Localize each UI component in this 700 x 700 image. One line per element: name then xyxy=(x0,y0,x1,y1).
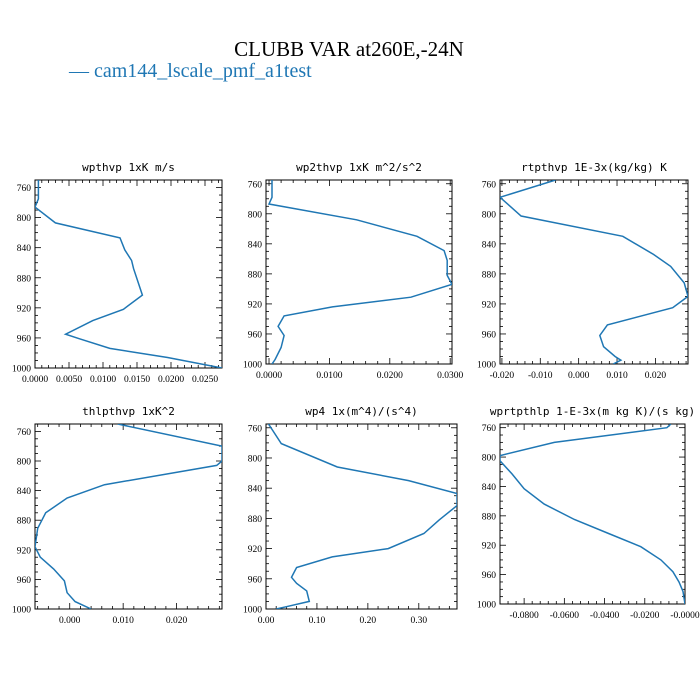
x-tick-label: -0.020 xyxy=(490,371,515,381)
x-tick-label: 0.10 xyxy=(309,616,326,626)
y-tick-label: 760 xyxy=(17,184,32,194)
y-tick-label: 880 xyxy=(482,270,497,280)
series-line xyxy=(500,424,685,604)
x-tick-label: 0.0000 xyxy=(22,375,48,385)
y-tick-label: 920 xyxy=(482,300,497,310)
y-tick-label: 920 xyxy=(248,545,263,555)
legend: — cam144_lscale_pmf_a1test xyxy=(68,60,312,82)
x-tick-label: 0.000 xyxy=(59,616,81,626)
x-tick-label: 0.020 xyxy=(166,616,188,626)
chart-panel: wpthvp 1xK m/s76080084088092096010000.00… xyxy=(12,161,223,385)
plot-frame xyxy=(34,423,223,610)
y-tick-label: 960 xyxy=(248,575,263,585)
y-tick-label: 800 xyxy=(17,458,32,468)
panel-title: wp2thvp 1xK m^2/s^2 xyxy=(296,161,422,174)
x-tick-label: 0.000 xyxy=(568,371,590,381)
x-tick-label: 0.00 xyxy=(258,616,275,626)
x-tick-label: -0.0800 xyxy=(509,611,539,621)
x-tick-label: 0.010 xyxy=(112,616,134,626)
chart-panel: wprtpthlp 1-E-3x(m kg K)/(s kg) 760 800 840… xyxy=(477,405,700,621)
x-tick-label: 0.0100 xyxy=(90,375,116,385)
y-tick-label: 880 xyxy=(248,270,263,280)
y-tick-label: 760 xyxy=(482,424,497,434)
y-tick-label: 920 xyxy=(482,542,497,552)
panel-title: wprtpthlp 1-E-3x(m kg K)/(s kg) xyxy=(490,405,695,418)
y-tick-label: 760 xyxy=(248,424,263,434)
y-tick-label: 880 xyxy=(248,515,263,525)
series-line xyxy=(35,180,222,368)
panel-title: wp4 1x(m^4)/(s^4) xyxy=(305,405,418,418)
y-tick-label: 840 xyxy=(248,240,263,250)
y-tick-label: 800 xyxy=(248,210,263,220)
plot-frame xyxy=(265,423,458,610)
chart-panel: rtpthvp 1E-3x(kg/kg) K 760 800 840 880 920 960… xyxy=(477,161,689,381)
legend-label: — cam144_lscale_pmf_a1test xyxy=(68,60,312,82)
plot-frame xyxy=(34,179,223,369)
y-tick-label: 1000 xyxy=(12,365,31,375)
x-tick-label: 0.0050 xyxy=(56,375,82,385)
y-tick-label: 800 xyxy=(248,454,263,464)
y-tick-label: 840 xyxy=(248,485,263,495)
plot-frame xyxy=(499,423,686,605)
x-tick-label: 0.0000 xyxy=(256,371,282,381)
x-tick-label: 0.020 xyxy=(645,371,667,381)
x-tick-label: -0.0200 xyxy=(630,611,660,621)
y-tick-label: 840 xyxy=(17,487,32,497)
plot-frame xyxy=(265,179,453,365)
x-tick-label: 0.0250 xyxy=(192,375,218,385)
plot-frame xyxy=(499,179,689,365)
x-tick-label: 0.010 xyxy=(606,371,628,381)
y-tick-label: 1000 xyxy=(12,606,31,616)
y-tick-label: 920 xyxy=(17,546,32,556)
series-line xyxy=(500,180,688,364)
x-tick-label: -0.0600 xyxy=(550,611,580,621)
chart-panel: wp2thvp 1xK m^2/s^2 760 800 840 880 920 960 100… xyxy=(243,161,464,381)
figure-title: CLUBB VAR at260E,-24N xyxy=(234,37,464,61)
y-tick-label: 1000 xyxy=(243,606,262,616)
y-tick-label: 920 xyxy=(17,304,32,314)
y-tick-label: 1000 xyxy=(243,361,262,371)
x-tick-label: -0.0000 xyxy=(670,611,700,621)
y-tick-label: 800 xyxy=(482,210,497,220)
y-tick-label: 960 xyxy=(482,330,497,340)
x-tick-label: 0.0100 xyxy=(316,371,342,381)
panel-title: thlpthvp 1xK^2 xyxy=(82,405,175,418)
panel-title: rtpthvp 1E-3x(kg/kg) K xyxy=(521,161,667,174)
series-line xyxy=(267,424,457,609)
y-tick-label: 960 xyxy=(482,571,497,581)
y-tick-label: 960 xyxy=(17,576,32,586)
y-tick-label: 800 xyxy=(17,214,32,224)
chart-panels: wpthvp 1xK m/s76080084088092096010000.00… xyxy=(12,161,700,626)
y-tick-label: 960 xyxy=(17,334,32,344)
x-tick-label: 0.0200 xyxy=(158,375,184,385)
y-tick-label: 880 xyxy=(482,512,497,522)
y-tick-label: 920 xyxy=(248,300,263,310)
x-tick-label: 0.20 xyxy=(360,616,377,626)
panel-title: wpthvp 1xK m/s xyxy=(82,161,175,174)
x-tick-label: -0.010 xyxy=(528,371,553,381)
series-line xyxy=(35,424,222,609)
y-tick-label: 1000 xyxy=(477,361,496,371)
y-tick-label: 760 xyxy=(482,180,497,190)
y-tick-label: 840 xyxy=(482,483,497,493)
x-tick-label: -0.0400 xyxy=(590,611,620,621)
y-tick-label: 840 xyxy=(17,244,32,254)
x-tick-label: 0.30 xyxy=(410,616,427,626)
series-line xyxy=(267,180,452,364)
chart-panel: thlpthvp 1xK^2 760 800 840 880 920 960 1000 0.00… xyxy=(12,405,223,626)
x-tick-label: 0.0300 xyxy=(437,371,463,381)
y-tick-label: 880 xyxy=(17,517,32,527)
y-tick-label: 800 xyxy=(482,454,497,464)
y-tick-label: 840 xyxy=(482,240,497,250)
y-tick-label: 1000 xyxy=(477,601,496,611)
x-tick-label: 0.0150 xyxy=(124,375,150,385)
y-tick-label: 880 xyxy=(17,274,32,284)
y-tick-label: 960 xyxy=(248,330,263,340)
x-tick-label: 0.0200 xyxy=(377,371,403,381)
y-tick-label: 760 xyxy=(17,428,32,438)
y-tick-label: 760 xyxy=(248,180,263,190)
chart-panel: wp4 1x(m^4)/(s^4)76080084088092096010000… xyxy=(243,405,458,626)
